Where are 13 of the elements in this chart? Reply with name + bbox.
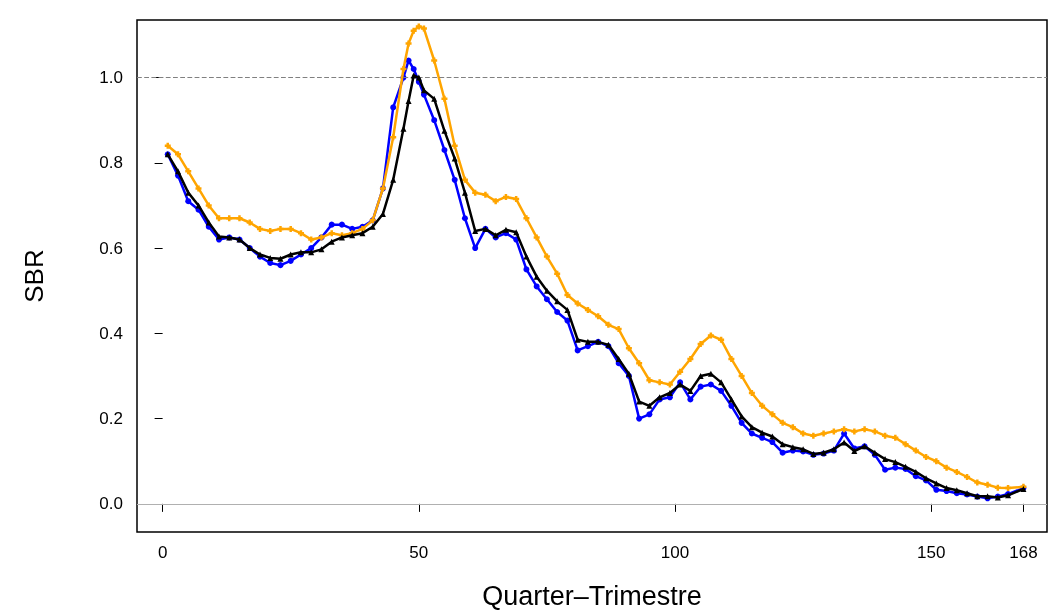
y-tick-label: 0.0 [99,494,123,514]
y-axis-title: SBR [19,249,49,303]
x-axis-title: Quarter–Trimestre [482,580,702,611]
x-tick-label: 168 [1009,543,1038,562]
x-tick-label: 100 [660,543,690,562]
y-tick-label: 0.2 [99,409,123,429]
y-tick-label: 0.8 [99,153,123,173]
x-tick-label: 0 [157,543,168,562]
x-tick-label: 150 [917,543,946,562]
y-tick-label: 0.4 [99,323,123,343]
y-tick-label: 1.0 [99,68,123,88]
y-tick-label: 0.6 [99,238,123,258]
x-tick-label: 50 [409,543,429,562]
